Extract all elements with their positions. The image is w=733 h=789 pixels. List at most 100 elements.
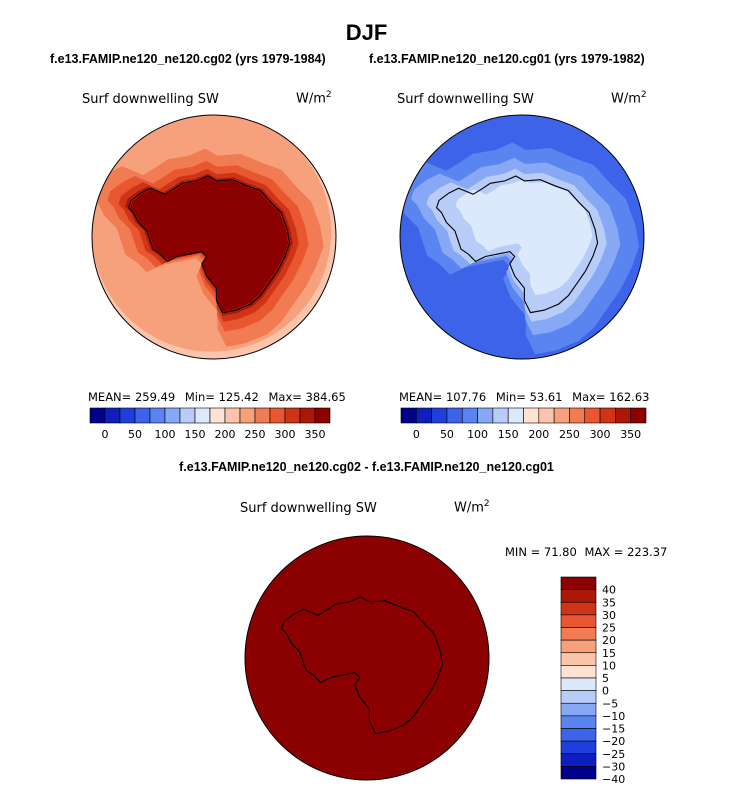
panel2-max-value: 162.63 <box>609 390 650 404</box>
panel1-coastline <box>127 175 291 314</box>
panel1-colorbar-swatch <box>194 407 211 424</box>
panel2-colorbar-swatch <box>538 407 555 424</box>
panel1-map-border <box>91 114 337 360</box>
panel1-colorbar-swatch <box>254 407 271 424</box>
panel1-colorbar-swatch <box>209 407 226 424</box>
panel2-max-label: Max= <box>572 390 606 404</box>
panel2-colorbar-swatch <box>446 407 463 424</box>
panel1-colorbar-tick-label: 150 <box>185 428 206 441</box>
panel1-colorbar-swatch <box>239 407 256 424</box>
panel2-colorbar-swatch <box>599 407 616 424</box>
panel2-colorbar-swatch <box>416 407 432 424</box>
panel3-map <box>245 536 489 780</box>
panel3-colorbar-tick-label: 5 <box>602 672 609 685</box>
panel3-colorbar-tick-label: 30 <box>602 609 616 622</box>
panel2-min-label: Min= <box>495 390 526 404</box>
panel1-colorbar-swatch <box>119 407 136 424</box>
panel2-colorbar-tick-label: 200 <box>528 428 549 441</box>
panel1-colorbar-swatch <box>299 407 316 424</box>
panel1-colorbar-tick-label: 0 <box>102 428 109 441</box>
panel3-colorbar-swatch <box>560 665 597 679</box>
panel3-colorbar-tick-label: −15 <box>602 723 625 736</box>
panel3-colorbar-tick-label: −5 <box>602 697 618 710</box>
panel1-contour-6 <box>130 177 289 312</box>
panel2-map-border <box>399 114 645 360</box>
panel1-mean-value: 259.49 <box>134 390 176 404</box>
panel3-colorbar-swatch <box>560 715 597 729</box>
panel1-colorbar-swatch <box>89 407 106 424</box>
panel1-colorbar-swatch <box>104 407 121 424</box>
panel2-colorbar-swatch <box>569 407 586 424</box>
panel3-colorbar-tick-label: 35 <box>602 596 616 609</box>
panel1-mean-label: MEAN= <box>88 390 132 404</box>
panel1-max-value: 384.65 <box>305 390 346 404</box>
panel3-colorbar-tick-label: −25 <box>602 748 625 761</box>
panel2-coastline <box>435 175 599 314</box>
panel3-colorbar-swatch <box>560 690 597 704</box>
panel2-colorbar-swatch <box>507 407 524 424</box>
panel2-colorbar-tick-label: 50 <box>440 428 454 441</box>
panel3-colorbar-swatch <box>560 627 597 641</box>
panel2-colorbar-swatch <box>431 407 448 424</box>
panel2-units-base: W/m <box>611 91 641 107</box>
panel3-min-label: MIN = <box>505 545 541 559</box>
panel3-coastline <box>280 596 444 735</box>
panel1-colorbar-swatch <box>284 407 301 424</box>
panel3-units-label: W/m2 <box>454 499 490 515</box>
panel2-colorbar-swatch <box>630 407 647 424</box>
panel2-colorbar-swatch <box>461 407 478 424</box>
panel3-colorbar-swatch <box>560 589 597 603</box>
panel3-colorbar-tick-label: −40 <box>602 773 625 786</box>
panel3-colorbar-tick-label: 20 <box>602 634 616 647</box>
panel1-colorbar: 0 50 100 150 200 250 300 350 <box>89 407 331 441</box>
panel3-colorbar-swatch <box>560 601 597 616</box>
panel1-min-value: 125.42 <box>218 390 259 404</box>
panel1-colorbar-swatch <box>164 407 181 424</box>
panel3-min-value: 71.80 <box>543 545 577 559</box>
panel1-colorbar-tick-label: 50 <box>128 428 142 441</box>
panel1-variable-label: Surf downwelling SW <box>82 92 219 107</box>
panel3-colorbar-tick-label: −20 <box>602 735 625 748</box>
panel3-stats: MIN = 71.80 MAX = 223.37 <box>505 545 667 559</box>
panel2-colorbar-tick-label: 250 <box>559 428 580 441</box>
panel2-colorbar-tick-label: 100 <box>467 428 488 441</box>
panel3-colorbar-swatch <box>560 728 597 742</box>
panel2-units-label: W/m2 <box>611 90 647 106</box>
figure-title: DJF <box>345 20 388 45</box>
panel2-units-exp: 2 <box>640 90 647 100</box>
panel2-colorbar: 0 50 100 150 200 250 300 350 <box>400 407 647 441</box>
header-right: f.e13.FAMIP.ne120_ne120.cg01 (yrs 1979-1… <box>369 52 645 66</box>
panel2-variable-label: Surf downwelling SW <box>397 92 534 107</box>
panel3-colorbar-tick-label: 40 <box>602 584 616 597</box>
panel2-colorbar-tick-label: 150 <box>498 428 519 441</box>
panel3-units-exp: 2 <box>483 499 490 509</box>
panel3-colorbar-tick-label: 15 <box>602 647 616 660</box>
header-left: f.e13.FAMIP.ne120_ne120.cg02 (yrs 1979-1… <box>50 52 326 66</box>
panel2-colorbar-swatch <box>523 407 540 424</box>
panel3-colorbar-tick-label: −10 <box>602 710 625 723</box>
panel3-max-value: 223.37 <box>627 545 668 559</box>
panel2-colorbar-tick-label: 300 <box>590 428 611 441</box>
panel1-units-exp: 2 <box>325 90 332 100</box>
panel2-colorbar-tick-label: 350 <box>620 428 641 441</box>
panel1-colorbar-swatch <box>224 407 241 424</box>
panel1-min-label: Min= <box>184 390 215 404</box>
panel3-max-label: MAX = <box>584 545 624 559</box>
panel1-units-label: W/m2 <box>296 90 332 106</box>
panel3-colorbar-swatch <box>560 702 597 717</box>
panel3-colorbar-swatch <box>560 652 597 666</box>
panel3-colorbar-swatch <box>560 677 597 691</box>
panel1-colorbar-swatch <box>269 407 286 424</box>
panel1-colorbar-tick-label: 100 <box>155 428 176 441</box>
panel1-colorbar-swatch <box>314 407 331 424</box>
panel1-units-base: W/m <box>296 91 326 107</box>
panel2-colorbar-swatch <box>492 407 509 424</box>
panel3-units-base: W/m <box>454 500 484 516</box>
panel3-colorbar-tick-label: −30 <box>602 760 625 773</box>
panel2-map <box>400 115 644 359</box>
panel1-max-label: Max= <box>268 390 302 404</box>
panel3-colorbar-tick-label: 0 <box>602 685 609 698</box>
panel3-colorbar-swatch <box>560 639 597 654</box>
